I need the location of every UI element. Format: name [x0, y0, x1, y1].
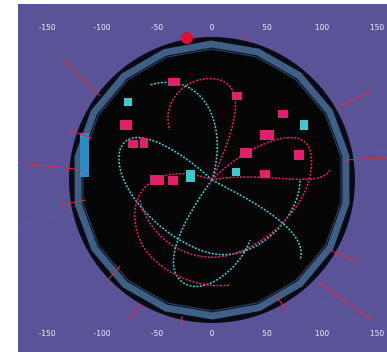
- top-tick-label: -150: [38, 23, 55, 32]
- calorimeter-towers: [21, 33, 387, 326]
- top-tick-label: -50: [151, 23, 163, 32]
- tracks: [118, 77, 331, 288]
- top-axis: -150 -100 -50 0 50 100 150: [38, 23, 384, 32]
- top-tick-label: -100: [93, 23, 110, 32]
- bottom-tick-label: -100: [93, 329, 110, 338]
- top-tick-label: 0: [210, 23, 215, 32]
- barrel-module-left: [80, 133, 89, 177]
- bottom-tick-label: -150: [38, 329, 55, 338]
- bottom-tick-label: 0: [210, 329, 215, 338]
- bottom-axis: -150 -100 -50 0 50 100 150: [38, 329, 384, 338]
- energy-deposits: [120, 78, 308, 185]
- bottom-tick-label: 150: [370, 329, 385, 338]
- barrel-ring: [74, 40, 350, 320]
- top-tick-label: 50: [262, 23, 272, 32]
- left-margin: [0, 0, 18, 352]
- top-tick-label: 100: [315, 23, 330, 32]
- red-marker: [181, 32, 193, 44]
- top-tick-label: 150: [370, 23, 385, 32]
- bottom-tick-label: 100: [315, 329, 330, 338]
- bottom-tick-label: -50: [151, 329, 163, 338]
- bottom-tick-label: 50: [262, 329, 272, 338]
